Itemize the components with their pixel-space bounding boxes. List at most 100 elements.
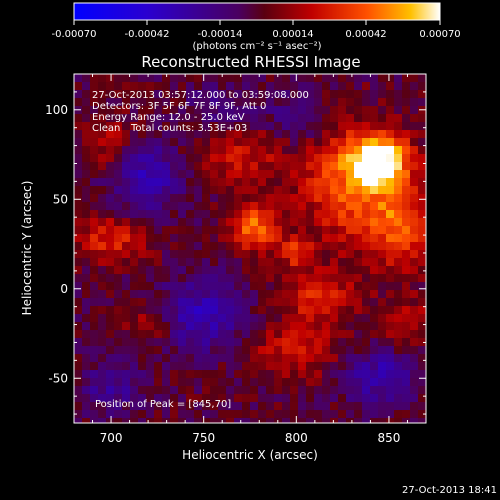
heatmap-cell [362,90,370,98]
heatmap-cell [178,354,186,362]
heatmap-cell [346,370,354,378]
heatmap-cell [266,186,274,194]
heatmap-cell [266,154,274,162]
heatmap-cell [138,354,146,362]
heatmap-cell [98,154,106,162]
heatmap-cell [394,386,402,394]
heatmap-cell [338,330,346,338]
heatmap-cell [138,178,146,186]
heatmap-cell [106,402,114,410]
heatmap-cell [130,242,138,250]
heatmap-cell [194,74,202,82]
heatmap-cell [242,370,250,378]
heatmap-cell [370,82,378,90]
heatmap-cell [162,130,170,138]
heatmap-cell [154,282,162,290]
heatmap-cell [394,114,402,122]
heatmap-cell [402,138,410,146]
heatmap-cell [122,394,130,402]
heatmap-cell [146,250,154,258]
heatmap-cell [378,162,386,170]
heatmap-cell [354,394,362,402]
heatmap-cell [330,338,338,346]
heatmap-cell [250,258,258,266]
heatmap-cell [370,202,378,210]
heatmap-cell [98,306,106,314]
heatmap-cell [130,282,138,290]
heatmap-cell [354,258,362,266]
heatmap-cell [186,202,194,210]
heatmap-cell [218,378,226,386]
heatmap-cell [242,74,250,82]
heatmap-cell [114,378,122,386]
heatmap-cell [170,290,178,298]
heatmap-cell [202,346,210,354]
heatmap-cell [354,250,362,258]
heatmap-cell [346,194,354,202]
heatmap-cell [354,146,362,154]
heatmap-cell [258,290,266,298]
heatmap-cell [202,162,210,170]
heatmap-cell [130,178,138,186]
heatmap-cell [418,386,426,394]
heatmap-cell [298,306,306,314]
heatmap-cell [74,170,82,178]
heatmap-cell [274,266,282,274]
heatmap-cell [130,306,138,314]
heatmap-cell [146,170,154,178]
heatmap-cell [202,386,210,394]
heatmap-cell [154,370,162,378]
heatmap-cell [234,186,242,194]
heatmap-cell [114,146,122,154]
heatmap-cell [202,138,210,146]
heatmap-cell [250,378,258,386]
heatmap-cell [122,130,130,138]
heatmap-cell [394,418,402,423]
heatmap-cell [250,410,258,418]
heatmap-cell [298,258,306,266]
heatmap-cell [314,170,322,178]
heatmap-cell [90,370,98,378]
heatmap-cell [346,130,354,138]
heatmap-cell [106,282,114,290]
heatmap-cell [186,346,194,354]
heatmap-cell [298,210,306,218]
heatmap-cell [242,346,250,354]
heatmap-cell [234,242,242,250]
heatmap-cell [170,186,178,194]
heatmap-cell [394,178,402,186]
heatmap-cell [154,402,162,410]
heatmap-cell [402,226,410,234]
heatmap-cell [378,378,386,386]
heatmap-cell [418,290,426,298]
heatmap-cell [154,74,162,82]
heatmap-cell [362,394,370,402]
heatmap-cell [298,274,306,282]
heatmap-cell [274,138,282,146]
heatmap-cell [218,138,226,146]
heatmap-cell [386,162,394,170]
heatmap-cell [322,194,330,202]
colorbar-tick-label: 0.00042 [345,29,386,40]
heatmap-cell [378,210,386,218]
heatmap-cell [234,82,242,90]
heatmap-cell [298,82,306,90]
heatmap-cell [338,82,346,90]
heatmap-cell [170,346,178,354]
heatmap-cell [250,306,258,314]
heatmap-cell [194,338,202,346]
colorbar-ticks [73,20,441,25]
heatmap-cell [394,234,402,242]
heatmap-cell [394,362,402,370]
heatmap-cell [274,82,282,90]
heatmap-cell [386,274,394,282]
heatmap-cell [138,378,146,386]
heatmap-cell [90,226,98,234]
heatmap-cell [202,146,210,154]
heatmap-cell [226,394,234,402]
heatmap-cell [178,314,186,322]
heatmap-cell [378,90,386,98]
heatmap-cell [338,298,346,306]
heatmap-cell [418,90,426,98]
heatmap-cell [402,106,410,114]
